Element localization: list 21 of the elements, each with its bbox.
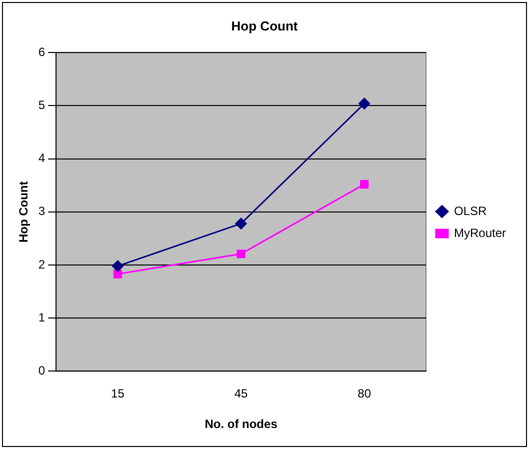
x-tick-label: 80 xyxy=(358,386,372,401)
y-axis-title: Hop Count xyxy=(16,181,31,243)
x-tick-label: 45 xyxy=(234,386,248,401)
y-tick-label: 2 xyxy=(38,257,46,272)
point xyxy=(360,180,369,189)
chart-title: Hop Count xyxy=(231,18,298,34)
y-tick-label: 5 xyxy=(38,98,46,112)
x-tick-label: 15 xyxy=(111,386,125,401)
legend-label: MyRouter xyxy=(454,226,506,240)
y-tick-label: 0 xyxy=(38,364,46,378)
y-tick-label: 6 xyxy=(38,44,46,59)
point xyxy=(113,270,122,278)
point xyxy=(358,98,370,110)
y-tick-label: 1 xyxy=(38,310,46,324)
point xyxy=(235,218,247,230)
legend-label: OLSR xyxy=(454,204,487,218)
y-tick-label: 3 xyxy=(38,204,46,218)
y-tick-label: 4 xyxy=(38,151,46,166)
point xyxy=(112,260,124,272)
x-axis-title: No. of nodes xyxy=(204,417,278,432)
point xyxy=(236,250,246,258)
